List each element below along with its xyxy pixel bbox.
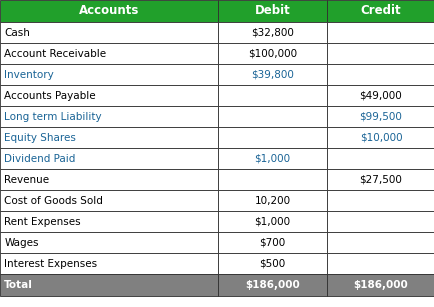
Bar	[217, 253, 326, 274]
Bar	[0, 85, 217, 106]
Text: Interest Expenses: Interest Expenses	[4, 258, 97, 269]
Text: Debit: Debit	[254, 5, 290, 17]
Bar	[326, 274, 434, 296]
Bar	[217, 274, 326, 296]
Text: $100,000: $100,000	[247, 49, 296, 59]
Bar	[326, 64, 434, 85]
Bar	[217, 85, 326, 106]
Bar	[0, 106, 217, 127]
Text: Revenue: Revenue	[4, 174, 49, 185]
Text: Total: Total	[4, 280, 33, 290]
Bar	[0, 190, 217, 211]
Bar	[326, 106, 434, 127]
Bar	[217, 64, 326, 85]
Text: Accounts: Accounts	[79, 5, 139, 17]
Bar	[217, 43, 326, 64]
Text: $186,000: $186,000	[353, 280, 408, 290]
Bar	[217, 0, 326, 22]
Bar	[0, 0, 217, 22]
Bar	[326, 85, 434, 106]
Bar	[0, 22, 217, 43]
Bar	[0, 127, 217, 148]
Bar	[0, 253, 217, 274]
Text: Rent Expenses: Rent Expenses	[4, 216, 81, 227]
Text: $1,000: $1,000	[254, 154, 290, 164]
Text: Account Receivable: Account Receivable	[4, 49, 106, 59]
Text: Inventory: Inventory	[4, 69, 54, 80]
Text: $32,800: $32,800	[250, 28, 293, 37]
Bar	[326, 232, 434, 253]
Text: $27,500: $27,500	[359, 174, 401, 185]
Bar	[0, 43, 217, 64]
Text: Accounts Payable: Accounts Payable	[4, 91, 96, 100]
Bar	[217, 190, 326, 211]
Bar	[326, 169, 434, 190]
Bar	[326, 127, 434, 148]
Bar	[217, 211, 326, 232]
Bar	[326, 0, 434, 22]
Text: $39,800: $39,800	[250, 69, 293, 80]
Text: 10,200: 10,200	[254, 196, 290, 205]
Bar	[217, 232, 326, 253]
Bar	[0, 211, 217, 232]
Text: Equity Shares: Equity Shares	[4, 133, 76, 142]
Text: $186,000: $186,000	[245, 280, 299, 290]
Text: $10,000: $10,000	[359, 133, 401, 142]
Text: $500: $500	[259, 258, 285, 269]
Text: Cost of Goods Sold: Cost of Goods Sold	[4, 196, 103, 205]
Bar	[0, 148, 217, 169]
Bar	[217, 169, 326, 190]
Text: Dividend Paid: Dividend Paid	[4, 154, 76, 164]
Text: $49,000: $49,000	[359, 91, 401, 100]
Text: Wages: Wages	[4, 238, 39, 247]
Text: $700: $700	[259, 238, 285, 247]
Bar	[326, 148, 434, 169]
Bar	[0, 64, 217, 85]
Bar	[0, 169, 217, 190]
Text: $99,500: $99,500	[359, 111, 401, 122]
Bar	[326, 43, 434, 64]
Bar	[326, 22, 434, 43]
Text: $1,000: $1,000	[254, 216, 290, 227]
Text: Long term Liability: Long term Liability	[4, 111, 102, 122]
Text: Cash: Cash	[4, 28, 30, 37]
Text: Credit: Credit	[360, 5, 401, 17]
Bar	[326, 253, 434, 274]
Bar	[217, 106, 326, 127]
Bar	[326, 190, 434, 211]
Bar	[326, 211, 434, 232]
Bar	[0, 274, 217, 296]
Bar	[0, 232, 217, 253]
Bar	[217, 148, 326, 169]
Bar	[217, 127, 326, 148]
Bar	[217, 22, 326, 43]
